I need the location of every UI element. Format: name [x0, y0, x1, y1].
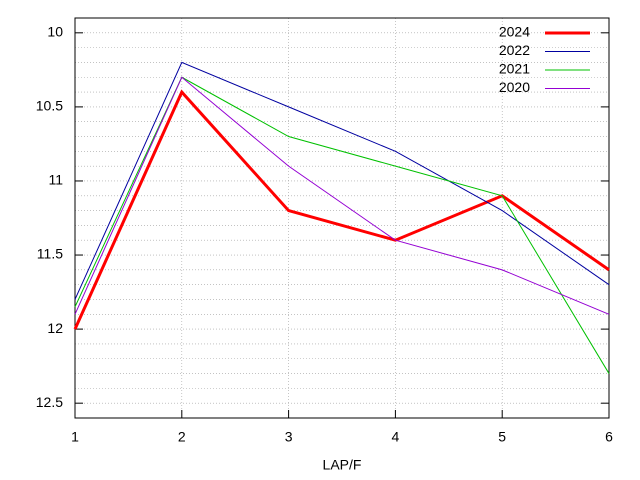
series-line	[74, 76, 610, 374]
series-line	[74, 61, 610, 300]
x-tick-label: 3	[285, 429, 293, 445]
y-tick-label: 11	[48, 172, 63, 188]
x-tick-label: 6	[605, 429, 613, 445]
x-tick-label: 1	[71, 429, 79, 445]
legend-label: 2020	[499, 79, 530, 95]
y-tick-label: 12.5	[36, 394, 63, 410]
legend-label: 2022	[499, 42, 530, 58]
series-line	[74, 76, 610, 315]
y-tick-label: 11.5	[37, 246, 63, 262]
y-tick-label: 10.5	[36, 98, 63, 114]
x-tick-label: 4	[392, 429, 400, 445]
legend-label: 2021	[499, 61, 530, 77]
x-axis-label: LAP/F	[323, 457, 362, 473]
y-tick-label: 12	[47, 320, 63, 336]
plot-frame	[74, 17, 610, 419]
series-line	[73, 89, 610, 330]
x-tick-label: 5	[498, 429, 506, 445]
x-tick-label: 2	[178, 429, 186, 445]
y-tick-label: 10	[47, 24, 63, 40]
legend-label: 2024	[499, 24, 530, 40]
